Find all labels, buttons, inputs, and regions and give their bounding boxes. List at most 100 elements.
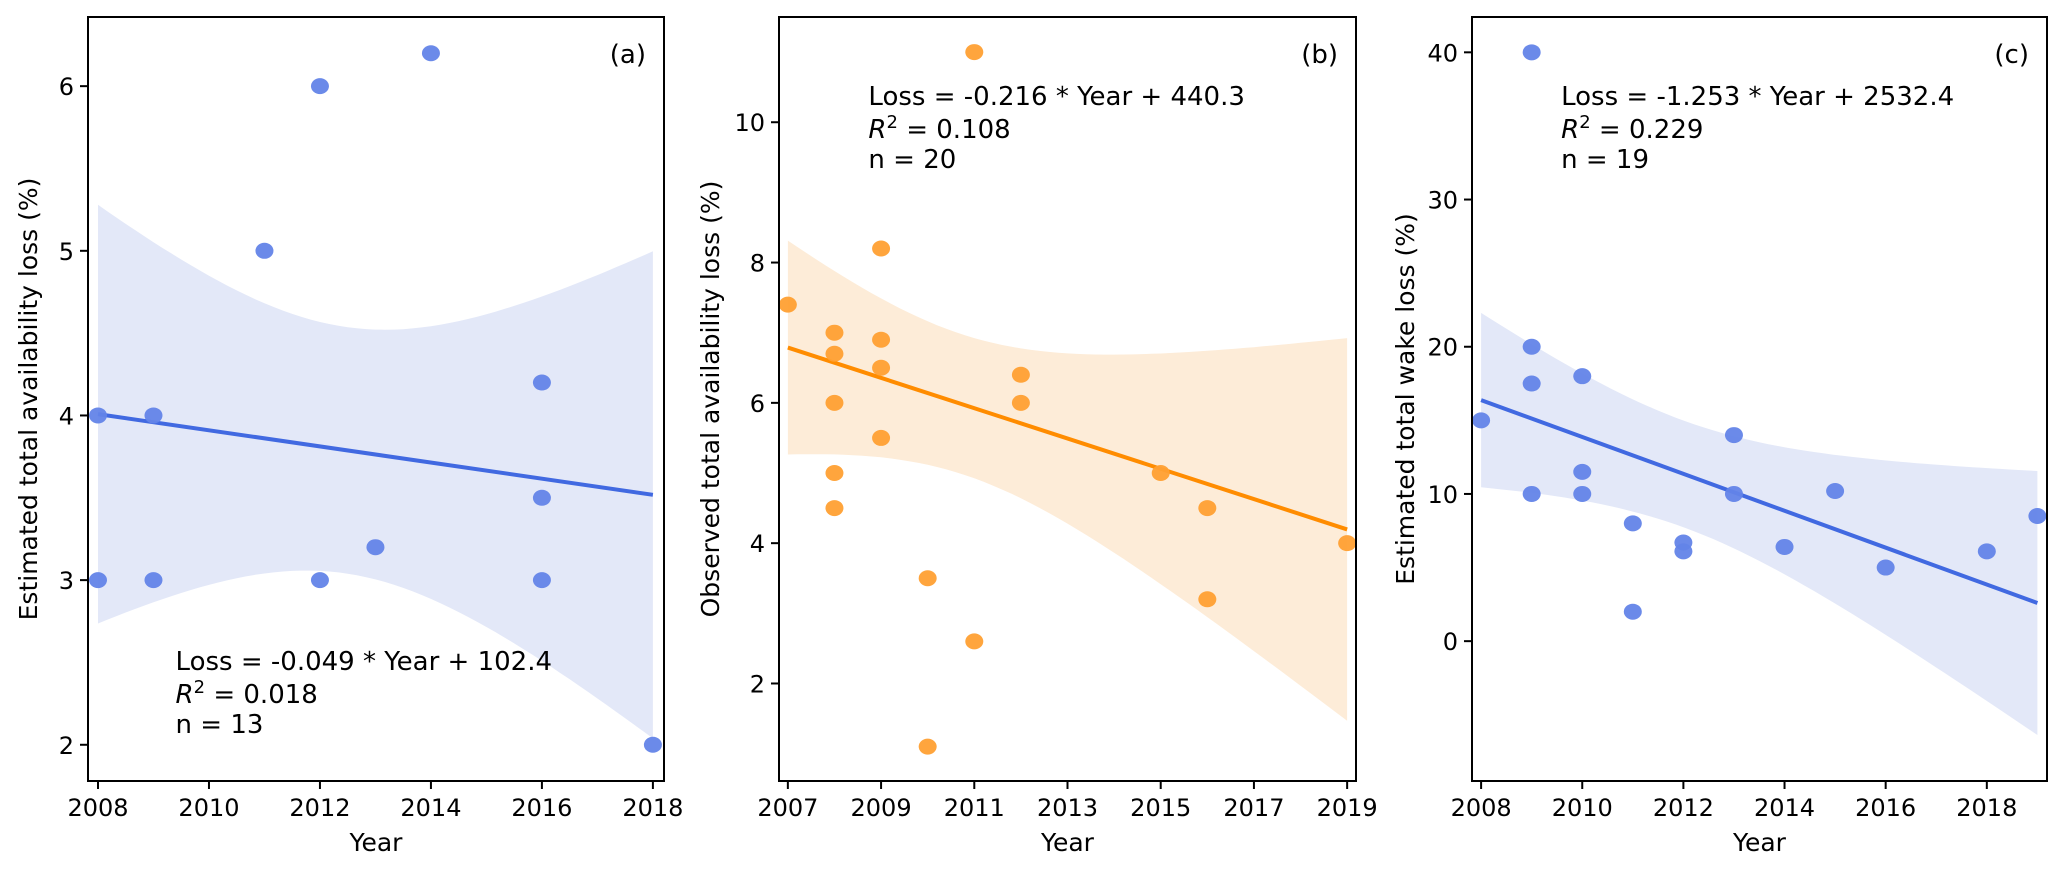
data-point-a <box>532 572 551 589</box>
data-point-b <box>918 738 937 755</box>
confidence-band-a <box>98 204 653 739</box>
data-point-b <box>1198 591 1217 608</box>
data-point-c <box>1573 368 1592 385</box>
data-point-c <box>1623 515 1642 532</box>
y-tick-label-a: 3 <box>59 567 74 595</box>
panel-label-b: (b) <box>1301 40 1338 70</box>
data-point-c <box>1674 543 1693 560</box>
data-point-b <box>872 331 891 348</box>
confidence-band-b <box>787 240 1348 721</box>
r-squared-symbol-a: R <box>176 680 194 710</box>
y-axis-label-b: Observed total availability loss (%) <box>696 181 725 618</box>
x-tick-label-c: 2012 <box>1653 794 1714 822</box>
x-tick-label-b: 2017 <box>1223 794 1284 822</box>
regression-line-c <box>1480 398 2039 605</box>
data-point-b <box>965 633 984 650</box>
x-axis-label-c: Year <box>1732 828 1787 857</box>
data-point-c <box>1573 463 1592 480</box>
data-point-b <box>1151 465 1170 482</box>
x-tick-label-a: 2016 <box>511 794 572 822</box>
data-point-c <box>1522 44 1541 61</box>
r-squared-b: R2 = 0.108 <box>868 112 1010 145</box>
data-point-b <box>778 296 797 313</box>
data-point-b <box>825 394 844 411</box>
axes-frame-a <box>87 16 665 782</box>
y-tick-label-c: 40 <box>1427 39 1458 67</box>
r-squared-a: R2 = 0.018 <box>176 677 318 710</box>
sample-size-a: n = 13 <box>176 710 264 740</box>
r-squared-exponent-b: 2 <box>887 112 898 133</box>
data-point-b <box>1011 366 1030 383</box>
r-squared-exponent-a: 2 <box>194 677 205 698</box>
y-axis-label-c: Estimated total wake loss (%) <box>1391 213 1420 585</box>
data-point-a <box>366 539 385 556</box>
data-point-c <box>1573 485 1592 502</box>
r-squared-c: R2 = 0.229 <box>1561 112 1703 145</box>
r-squared-value-c: = 0.229 <box>1591 115 1704 145</box>
y-tick-label-c: 30 <box>1427 187 1458 215</box>
data-point-b <box>825 500 844 517</box>
data-point-c <box>1876 559 1895 576</box>
data-point-a <box>255 242 274 259</box>
y-tick-label-a: 4 <box>59 402 74 430</box>
y-tick-label-b: 6 <box>750 390 765 418</box>
y-tick-label-b: 8 <box>750 250 765 278</box>
data-point-a <box>643 736 662 753</box>
data-point-c <box>1724 485 1743 502</box>
data-point-a <box>88 572 107 589</box>
regression-line-b <box>787 345 1348 532</box>
data-point-a <box>310 78 329 95</box>
x-tick-label-c: 2008 <box>1451 794 1512 822</box>
sample-size-c: n = 19 <box>1561 145 1649 175</box>
data-point-c <box>1826 483 1845 500</box>
data-point-b <box>918 570 937 587</box>
y-axis-label-a: Estimated total availability loss (%) <box>14 178 43 621</box>
data-point-a <box>310 572 329 589</box>
x-tick-label-a: 2010 <box>178 794 239 822</box>
x-tick-label-b: 2013 <box>1037 794 1098 822</box>
data-point-c <box>1623 603 1642 620</box>
data-point-c <box>2028 508 2047 525</box>
x-tick-label-a: 2008 <box>67 794 128 822</box>
panel-a: 2008 2010 2012 2014 2016 2018 2 3 4 5 6 (a) Loss … <box>14 16 683 857</box>
data-point-b <box>965 44 984 61</box>
x-tick-label-b: 2009 <box>851 794 912 822</box>
data-point-c <box>1522 375 1541 392</box>
y-tick-label-a: 2 <box>59 732 74 760</box>
equation-b: Loss = -0.216 * Year + 440.3 <box>868 82 1244 112</box>
data-point-c <box>1522 338 1541 355</box>
y-tick-label-a: 5 <box>59 238 74 266</box>
y-tick-label-c: 20 <box>1427 334 1458 362</box>
regression-line-a <box>97 412 654 497</box>
axes-frame-c <box>1471 16 2048 782</box>
data-point-a <box>144 572 163 589</box>
x-axis-label-a: Year <box>349 828 404 857</box>
data-point-b <box>872 359 891 376</box>
data-point-b <box>1198 500 1217 517</box>
y-tick-label-c: 10 <box>1427 481 1458 509</box>
sample-size-b: n = 20 <box>868 145 956 175</box>
r-squared-value-a: = 0.018 <box>205 680 318 710</box>
x-tick-label-c: 2010 <box>1552 794 1613 822</box>
y-tick-label-b: 10 <box>734 109 765 137</box>
x-tick-label-c: 2014 <box>1754 794 1815 822</box>
data-point-a <box>532 374 551 391</box>
data-point-b <box>872 429 891 446</box>
x-tick-label-b: 2019 <box>1317 794 1378 822</box>
data-point-c <box>1522 485 1541 502</box>
data-point-b <box>825 324 844 341</box>
data-point-a <box>421 45 440 62</box>
x-tick-label-b: 2007 <box>757 794 818 822</box>
data-point-a <box>88 407 107 424</box>
panel-label-c: (c) <box>1994 40 2029 70</box>
y-tick-label-b: 2 <box>750 670 765 698</box>
panel-label-a: (a) <box>610 40 646 70</box>
x-tick-label-b: 2011 <box>944 794 1005 822</box>
equation-a: Loss = -0.049 * Year + 102.4 <box>176 647 552 677</box>
data-point-c <box>1724 427 1743 444</box>
r-squared-symbol-b: R <box>868 115 886 145</box>
confidence-band-c <box>1481 312 2038 735</box>
r-squared-exponent-c: 2 <box>1579 112 1590 133</box>
